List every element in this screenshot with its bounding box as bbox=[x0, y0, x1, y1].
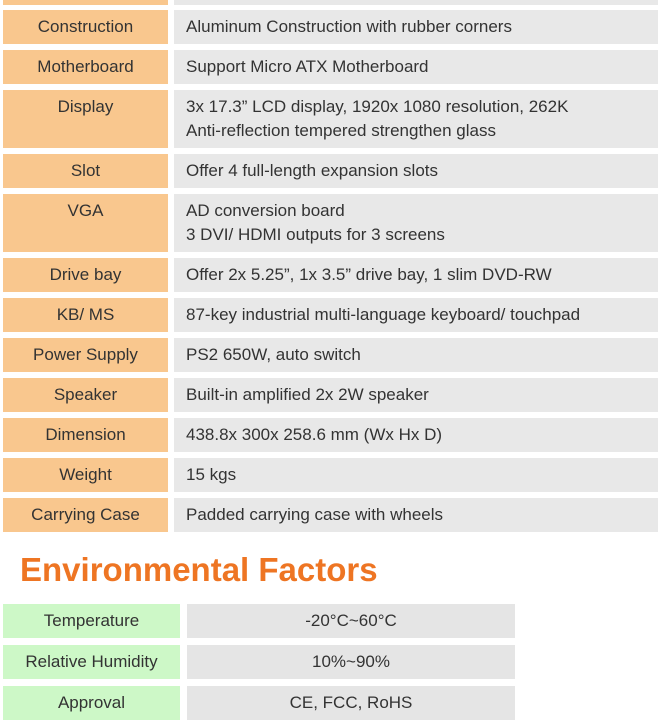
spec-row-motherboard: Motherboard Support Micro ATX Motherboar… bbox=[0, 50, 658, 84]
env-row-relative-humidity: Relative Humidity 10%~90% bbox=[0, 645, 658, 679]
spec-label: Drive bay bbox=[3, 258, 168, 292]
spec-label: Motherboard bbox=[3, 50, 168, 84]
spec-row-display: Display 3x 17.3” LCD display, 1920x 1080… bbox=[0, 90, 658, 148]
spec-value: 87-key industrial multi-language keyboar… bbox=[174, 298, 658, 332]
spec-value: Built-in amplified 2x 2W speaker bbox=[174, 378, 658, 412]
spec-label: Weight bbox=[3, 458, 168, 492]
spec-value: Padded carrying case with wheels bbox=[174, 498, 658, 532]
spec-label: Slot bbox=[3, 154, 168, 188]
spec-value: Support Micro ATX Motherboard bbox=[174, 50, 658, 84]
environmental-factors-heading: Environmental Factors bbox=[20, 551, 378, 588]
env-row-approval: Approval CE, FCC, RoHS bbox=[0, 686, 658, 720]
spec-row-dimension: Dimension 438.8x 300x 258.6 mm (Wx Hx D) bbox=[0, 418, 658, 452]
env-label: Approval bbox=[3, 686, 180, 720]
spec-row-speaker: Speaker Built-in amplified 2x 2W speaker bbox=[0, 378, 658, 412]
spec-row-power-supply: Power Supply PS2 650W, auto switch bbox=[0, 338, 658, 372]
spec-value: AD conversion board 3 DVI/ HDMI outputs … bbox=[174, 194, 658, 252]
spec-value-partial bbox=[174, 0, 658, 5]
spec-row-construction: Construction Aluminum Construction with … bbox=[0, 10, 658, 44]
spec-value-line: AD conversion board bbox=[186, 201, 345, 220]
env-label: Temperature bbox=[3, 604, 180, 638]
spec-row-vga: VGA AD conversion board 3 DVI/ HDMI outp… bbox=[0, 194, 658, 252]
spec-label: Speaker bbox=[3, 378, 168, 412]
spec-value: Offer 4 full-length expansion slots bbox=[174, 154, 658, 188]
spec-label: Power Supply bbox=[3, 338, 168, 372]
spec-value: 438.8x 300x 258.6 mm (Wx Hx D) bbox=[174, 418, 658, 452]
env-value: -20°C~60°C bbox=[187, 604, 515, 638]
spec-value: 15 kgs bbox=[174, 458, 658, 492]
spec-row-weight: Weight 15 kgs bbox=[0, 458, 658, 492]
spec-row-carrying-case: Carrying Case Padded carrying case with … bbox=[0, 498, 658, 532]
spec-value: 3x 17.3” LCD display, 1920x 1080 resolut… bbox=[174, 90, 658, 148]
spec-value-line: Anti-reflection tempered strengthen glas… bbox=[186, 121, 496, 140]
spec-table: Construction Aluminum Construction with … bbox=[0, 0, 658, 532]
env-label: Relative Humidity bbox=[3, 645, 180, 679]
env-value: 10%~90% bbox=[187, 645, 515, 679]
spec-value: PS2 650W, auto switch bbox=[174, 338, 658, 372]
spec-label: KB/ MS bbox=[3, 298, 168, 332]
spec-row-kb-ms: KB/ MS 87-key industrial multi-language … bbox=[0, 298, 658, 332]
spec-row-partial-cutoff bbox=[0, 0, 658, 5]
spec-label: Dimension bbox=[3, 418, 168, 452]
spec-label: Display bbox=[3, 90, 168, 148]
spec-value: Offer 2x 5.25”, 1x 3.5” drive bay, 1 sli… bbox=[174, 258, 658, 292]
spec-value-line: 3 DVI/ HDMI outputs for 3 screens bbox=[186, 225, 445, 244]
spec-value-line: 3x 17.3” LCD display, 1920x 1080 resolut… bbox=[186, 97, 569, 116]
spec-row-slot: Slot Offer 4 full-length expansion slots bbox=[0, 154, 658, 188]
spec-label: Construction bbox=[3, 10, 168, 44]
env-value: CE, FCC, RoHS bbox=[187, 686, 515, 720]
spec-row-drive-bay: Drive bay Offer 2x 5.25”, 1x 3.5” drive … bbox=[0, 258, 658, 292]
spec-label: Carrying Case bbox=[3, 498, 168, 532]
environmental-table: Temperature -20°C~60°C Relative Humidity… bbox=[0, 604, 658, 720]
spec-label-partial bbox=[3, 0, 168, 5]
spec-label: VGA bbox=[3, 194, 168, 252]
spec-value: Aluminum Construction with rubber corner… bbox=[174, 10, 658, 44]
env-row-temperature: Temperature -20°C~60°C bbox=[0, 604, 658, 638]
